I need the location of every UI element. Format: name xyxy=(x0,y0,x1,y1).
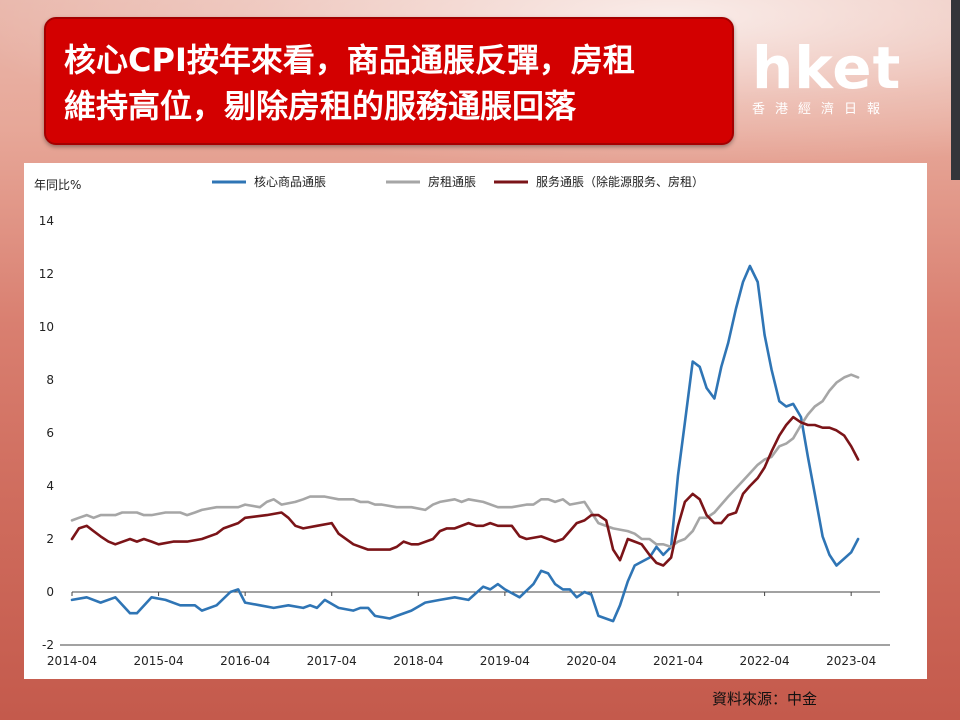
legend-label-1: 核心商品通脹 xyxy=(254,174,326,189)
x-tick-label: 2016-04 xyxy=(220,654,270,668)
x-tick-label: 2015-04 xyxy=(134,654,184,668)
series-line-1 xyxy=(70,264,860,623)
headline-box: 核心CPI按年來看，商品通脹反彈，房租 維持高位，剔除房租的服務通脹回落 xyxy=(44,17,734,145)
x-tick-label: 2020-04 xyxy=(566,654,616,668)
y-tick-label: 4 xyxy=(46,479,54,493)
headline-line-1: 核心CPI按年來看，商品通脹反彈，房租 xyxy=(64,41,635,79)
y-tick-label: 2 xyxy=(46,532,54,546)
y-tick-label: 8 xyxy=(46,373,54,387)
brand-logo: hket 香港經濟日報 xyxy=(752,36,922,126)
y-tick-label: 14 xyxy=(39,214,54,228)
logo-subtitle: 香港經濟日報 xyxy=(752,102,891,117)
y-tick-label: 12 xyxy=(39,267,54,281)
headline-line-2: 維持高位，剔除房租的服務通脹回落 xyxy=(64,87,577,125)
logo-wordmark: hket xyxy=(752,34,902,102)
x-tick-label: 2023-04 xyxy=(826,654,876,668)
y-tick-label: -2 xyxy=(42,638,54,652)
y-tick-label: 10 xyxy=(39,320,54,334)
series-line-2 xyxy=(70,373,860,549)
source-note: 資料來源：中金 xyxy=(712,690,818,708)
legend-label-2: 房租通脹 xyxy=(428,174,476,189)
edge-accent-bar xyxy=(951,0,960,180)
x-tick-label: 2019-04 xyxy=(480,654,530,668)
series-line-3 xyxy=(70,415,860,567)
y-tick-label: 6 xyxy=(46,426,54,440)
x-tick-label: 2018-04 xyxy=(393,654,443,668)
legend-label-3: 服务通脹（除能源服务、房租） xyxy=(536,174,704,189)
y-axis-label: 年同比% xyxy=(34,178,81,192)
x-tick-label: 2017-04 xyxy=(307,654,357,668)
x-tick-label: 2021-04 xyxy=(653,654,703,668)
y-tick-label: 0 xyxy=(46,585,54,599)
chart-panel: 年同比% -2 0 2 4 6 8 10 12 14 2014-04 2015-04 2016-04 20… xyxy=(24,163,927,679)
x-tick-label: 2022-04 xyxy=(740,654,790,668)
cpi-line-chart: 年同比% -2 0 2 4 6 8 10 12 14 2014-04 2015-04 2016-04 20… xyxy=(34,174,890,668)
x-tick-label: 2014-04 xyxy=(47,654,97,668)
